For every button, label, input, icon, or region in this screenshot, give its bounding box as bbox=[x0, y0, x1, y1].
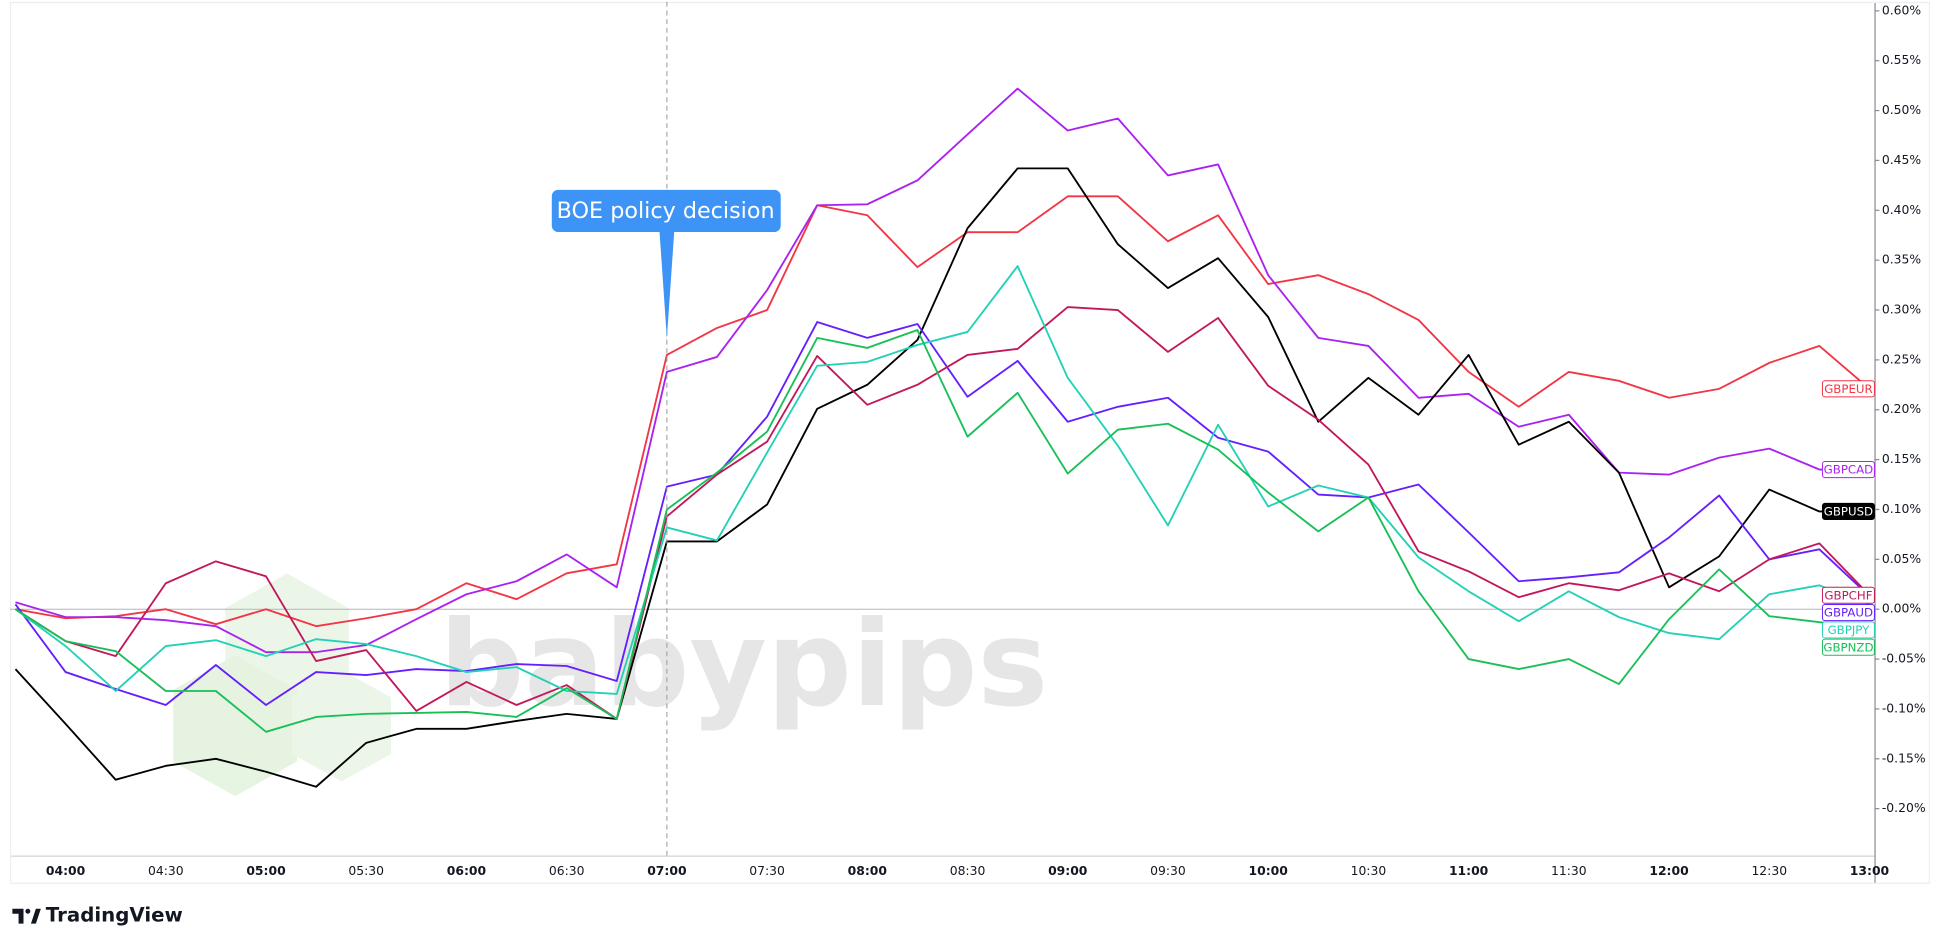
x-tick-label: 05:30 bbox=[348, 864, 384, 878]
x-tick-label: 12:00 bbox=[1649, 864, 1689, 878]
x-tick-label: 09:30 bbox=[1150, 864, 1186, 878]
x-tick-label: 05:00 bbox=[246, 864, 286, 878]
x-tick-label: 11:30 bbox=[1551, 864, 1587, 878]
annotation-box bbox=[551, 189, 781, 232]
annotation-pointer bbox=[659, 230, 675, 339]
grid: 0.60% 0.55% 0.50% 0.45% 0.40% 0.35% 0.30% 0.25%… bbox=[9, 3, 1926, 878]
legend-label: GBPUSD bbox=[1824, 505, 1873, 519]
x-tick-label: 12:30 bbox=[1751, 864, 1787, 878]
y-tick-label: 0.30% bbox=[1882, 303, 1922, 317]
y-tick-label: 0.50% bbox=[1882, 103, 1922, 117]
legend-label: GBPAUD bbox=[1824, 606, 1873, 620]
series-line bbox=[15, 195, 1871, 628]
x-tick-label: 10:00 bbox=[1249, 864, 1289, 878]
x-tick-label: 09:00 bbox=[1048, 864, 1088, 878]
branding: TradingView bbox=[46, 904, 183, 927]
series-line bbox=[14, 329, 1870, 733]
y-tick-label: 0.05% bbox=[1882, 552, 1922, 566]
legend-label: GBPCHF bbox=[1824, 588, 1872, 602]
series-line bbox=[14, 321, 1871, 706]
x-tick-label: 08:30 bbox=[950, 864, 986, 878]
y-tick-label: -0.15% bbox=[1882, 751, 1926, 765]
x-tick-label: 11:00 bbox=[1449, 864, 1489, 878]
series-line bbox=[14, 265, 1870, 695]
legend-label: GBPCAD bbox=[1824, 463, 1874, 477]
x-tick-label: 13:00 bbox=[1850, 864, 1890, 878]
y-tick-label: 0.00% bbox=[1882, 602, 1922, 616]
annotation-text: BOE policy decision bbox=[557, 198, 775, 224]
x-tick-label: 04:00 bbox=[46, 864, 86, 878]
legend-tag bbox=[1821, 604, 1875, 622]
y-tick-label: 0.35% bbox=[1882, 253, 1922, 267]
y-tick-label: -0.05% bbox=[1882, 652, 1926, 666]
y-tick-label: 0.55% bbox=[1882, 53, 1922, 67]
y-tick-label: 0.40% bbox=[1882, 203, 1922, 217]
x-tick-label: 06:00 bbox=[447, 864, 487, 878]
legend-label: GBPJPY bbox=[1828, 623, 1871, 637]
y-tick-label: -0.10% bbox=[1882, 701, 1926, 715]
legend-label: GBPEUR bbox=[1824, 382, 1872, 396]
y-tick-label: 0.10% bbox=[1882, 502, 1922, 516]
x-tick-label: 06:30 bbox=[549, 864, 585, 878]
x-tick-label: 04:30 bbox=[148, 864, 184, 878]
x-tick-label: 10:30 bbox=[1351, 864, 1387, 878]
series-line bbox=[15, 87, 1870, 654]
series-lines bbox=[14, 87, 1871, 788]
x-tick-label: 07:30 bbox=[749, 864, 785, 878]
legend-tag bbox=[1821, 621, 1875, 639]
y-tick-label: -0.20% bbox=[1882, 801, 1926, 815]
y-tick-label: 0.15% bbox=[1882, 452, 1922, 466]
series-line bbox=[14, 167, 1870, 788]
x-tick-label: 07:00 bbox=[647, 864, 687, 878]
series-line bbox=[14, 306, 1871, 720]
legend-tag bbox=[1821, 638, 1875, 656]
legend-tag bbox=[1821, 502, 1875, 521]
y-tick-label: 0.25% bbox=[1882, 352, 1922, 366]
legend-label: GBPNZD bbox=[1823, 640, 1873, 654]
overlay: GBPEUR GBPCAD GBPUSD GBPCHF GBPAUD GBPJPY GBPN… bbox=[551, 1, 1875, 856]
y-tick-label: 0.60% bbox=[1882, 3, 1922, 17]
legend-tag bbox=[1821, 380, 1875, 398]
y-tick-label: 0.45% bbox=[1882, 153, 1922, 167]
y-tick-label: 0.20% bbox=[1882, 402, 1922, 416]
x-tick-label: 08:00 bbox=[848, 864, 888, 878]
branding-logo bbox=[12, 908, 41, 924]
legend-tag bbox=[1821, 586, 1875, 604]
legend-tag bbox=[1821, 461, 1875, 479]
